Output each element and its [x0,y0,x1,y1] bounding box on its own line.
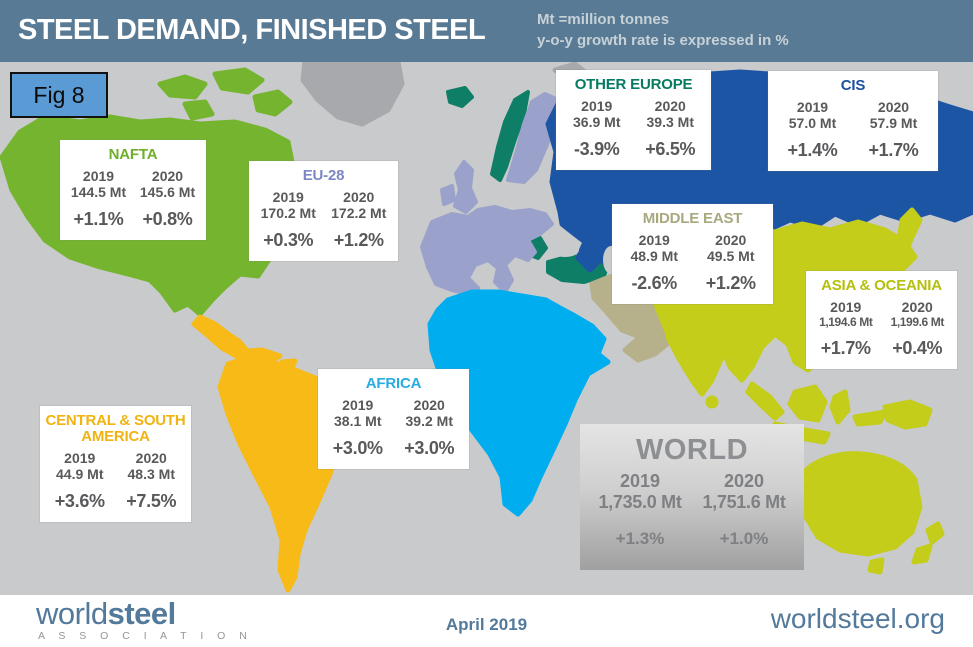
demand-2020: 172.2 Mt [331,204,387,221]
logo-steel: steel [107,596,177,631]
year-label: 2019 [342,396,374,413]
figure-badge-label: Fig 8 [33,81,85,108]
growth-2019: +1.7% [820,337,871,358]
region-title: MIDDLE EAST [642,210,743,227]
growth-2019: +1.1% [73,208,124,229]
region-box-eu28: EU-28 2019 2020 170.2 Mt 172.2 Mt +0.3% … [249,161,398,261]
header-note: Mt =million tonnes y-o-y growth rate is … [537,9,789,51]
demand-2019: 57.0 Mt [788,114,837,131]
page-title: STEEL DEMAND, FINISHED STEEL [18,14,486,46]
growth-2019: -2.6% [631,272,678,293]
year-label: 2020 [715,231,747,248]
header-bar: STEEL DEMAND, FINISHED STEEL Mt =million… [0,0,973,62]
demand-2019: 1,194.6 Mt [819,314,873,329]
world-box: WORLD 2019 2020 1,735.0 Mt 1,751.6 Mt +1… [580,424,804,570]
demand-2020: 57.9 Mt [869,114,918,131]
year-label: 2019 [638,231,670,248]
region-title: AFRICA [365,375,422,392]
year-label: 2019 [272,188,304,205]
growth-2020: +1.2% [333,229,384,250]
demand-2019: 48.9 Mt [630,247,678,264]
year-label: 2020 [343,188,375,205]
region-box-middle-east: MIDDLE EAST 2019 2020 48.9 Mt 49.5 Mt -2… [612,204,773,304]
header-note-line2: y-o-y growth rate is expressed in % [537,32,789,49]
black-sea [551,243,579,257]
growth-2019: -3.9% [573,138,620,159]
growth-2020: +3.0% [404,437,455,458]
growth-2019: +3.0% [332,437,383,458]
year-label: 2019 [619,471,661,491]
world-growth-2020: +1.0% [719,529,769,548]
region-asia-oceania [639,207,945,575]
world-growth-2019: +1.3% [615,529,665,548]
logo-wordmark: worldsteel [36,598,252,629]
footer: worldsteel A S S O C I A T I O N April 2… [0,595,973,647]
growth-2020: +0.4% [892,337,943,358]
region-box-africa: AFRICA 2019 2020 38.1 Mt 39.2 Mt +3.0% +… [318,369,469,469]
world-demand-2019: 1,735.0 Mt [598,492,682,512]
region-title: NAFTA [108,146,158,163]
logo-world: world [36,596,108,631]
demand-2020: 1,199.6 Mt [890,314,945,329]
region-box-asia-oceania: ASIA & OCEANIA 2019 2020 1,194.6 Mt 1,19… [806,271,957,369]
region-box-other-europe: OTHER EUROPE 2019 2020 36.9 Mt 39.3 Mt -… [556,70,711,170]
demand-2019: 38.1 Mt [334,412,382,429]
world-demand-2020: 1,751.6 Mt [702,492,786,512]
year-label: 2020 [135,449,167,466]
growth-2019: +1.4% [787,139,838,160]
demand-2019: 36.9 Mt [573,113,621,130]
growth-2019: +3.6% [54,490,105,511]
website-link[interactable]: worldsteel.org [770,603,945,634]
year-label: 2020 [901,298,933,315]
year-label: 2019 [64,449,96,466]
demand-2020: 145.6 Mt [139,183,196,200]
year-label: 2019 [830,298,862,315]
region-box-central-south-america: CENTRAL & SOUTH AMERICA 2019 2020 44.9 M… [40,406,191,522]
region-title: EU-28 [302,167,345,184]
worldsteel-logo: worldsteel A S S O C I A T I O N [36,598,252,642]
growth-2020: +0.8% [142,208,193,229]
region-box-cis: CIS 2019 2020 57.0 Mt 57.9 Mt +1.4% +1.7… [768,71,938,171]
year-label: 2020 [654,97,686,114]
region-title: CENTRAL & SOUTH AMERICA [45,412,186,445]
demand-2020: 39.2 Mt [405,412,453,429]
region-title: OTHER EUROPE [574,76,693,93]
growth-2020: +1.7% [868,139,919,160]
growth-2019: +0.3% [263,229,314,250]
year-label: 2020 [151,167,184,184]
growth-2020: +7.5% [126,490,177,511]
publication-date: April 2019 [445,615,528,634]
year-label: 2020 [877,98,910,115]
demand-2019: 144.5 Mt [70,183,127,200]
demand-2019: 170.2 Mt [260,204,316,221]
growth-2020: +6.5% [645,138,696,159]
demand-2019: 44.9 Mt [56,465,104,482]
year-label: 2020 [413,396,445,413]
demand-2020: 39.3 Mt [646,113,694,130]
year-label: 2019 [796,98,829,115]
demand-2020: 48.3 Mt [127,465,175,482]
region-box-nafta: NAFTA 2019 2020 144.5 Mt 145.6 Mt +1.1% … [60,140,206,240]
logo-association: A S S O C I A T I O N [38,630,253,642]
demand-2020: 49.5 Mt [707,247,755,264]
header-note-line1: Mt =million tonnes [537,11,670,28]
growth-2020: +1.2% [705,272,756,293]
world-title: WORLD [635,434,749,466]
region-title: CIS [840,77,866,94]
year-label: 2019 [82,167,115,184]
year-label: 2020 [723,471,765,491]
region-title: ASIA & OCEANIA [821,277,942,294]
year-label: 2019 [581,97,613,114]
figure-badge: Fig 8 [10,72,108,118]
